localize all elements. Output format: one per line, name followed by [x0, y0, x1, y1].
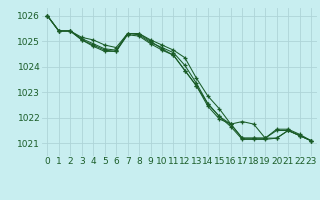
- Text: Graphe pression niveau de la mer (hPa): Graphe pression niveau de la mer (hPa): [25, 182, 295, 195]
